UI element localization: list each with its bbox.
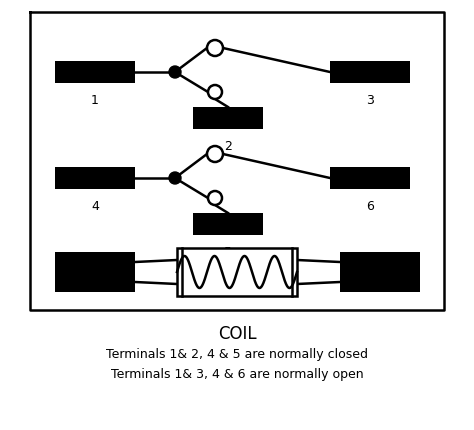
Text: Terminals 1& 3, 4 & 6 are normally open: Terminals 1& 3, 4 & 6 are normally open [111, 368, 363, 381]
Circle shape [169, 66, 181, 78]
Bar [330, 167, 410, 189]
Bar [55, 61, 135, 83]
Text: 3: 3 [366, 94, 374, 107]
Circle shape [169, 172, 181, 184]
Text: 6: 6 [366, 200, 374, 213]
Bar [193, 213, 263, 235]
Circle shape [208, 85, 222, 99]
Bar [55, 272, 135, 292]
Bar [55, 252, 135, 272]
Bar [330, 61, 410, 83]
Text: Terminals 1& 2, 4 & 5 are normally closed: Terminals 1& 2, 4 & 5 are normally close… [106, 348, 368, 361]
Text: 5: 5 [224, 246, 232, 259]
Text: 2: 2 [224, 140, 232, 153]
Text: 4: 4 [91, 200, 99, 213]
Text: COIL: COIL [218, 325, 256, 343]
Bar [177, 248, 297, 296]
Circle shape [208, 191, 222, 205]
Text: 1: 1 [91, 94, 99, 107]
Bar [55, 167, 135, 189]
Circle shape [207, 146, 223, 162]
Bar [193, 107, 263, 129]
Bar [340, 252, 420, 272]
Circle shape [207, 40, 223, 56]
Bar [340, 272, 420, 292]
